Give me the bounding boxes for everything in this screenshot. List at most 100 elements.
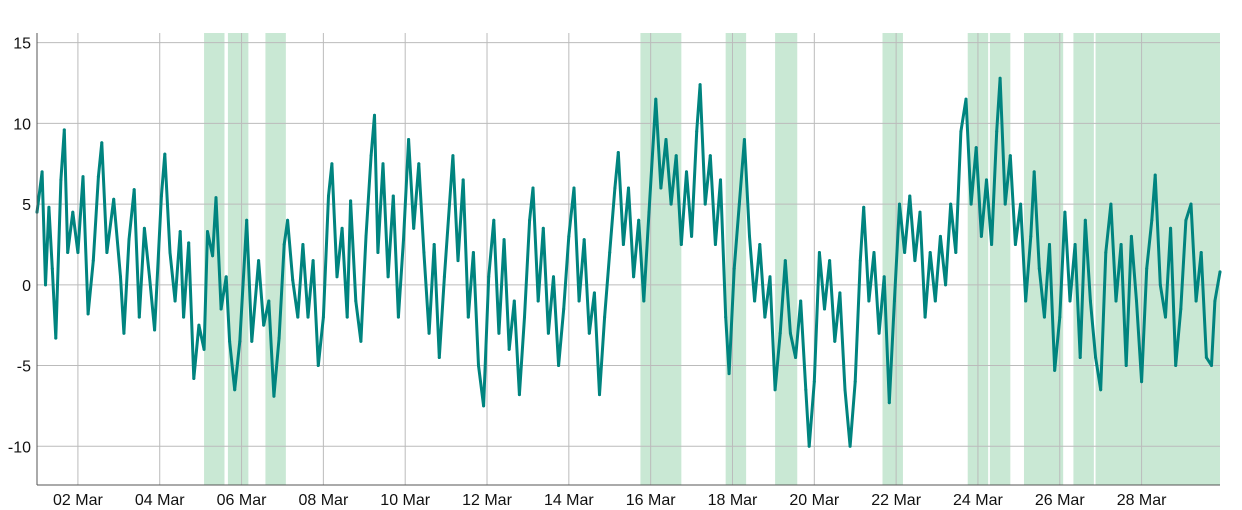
- data-point: [577, 299, 581, 303]
- data-point: [54, 336, 58, 340]
- data-point: [178, 230, 182, 234]
- data-point: [257, 259, 261, 263]
- data-point: [1134, 299, 1138, 303]
- data-point: [1184, 218, 1188, 222]
- data-point: [267, 299, 271, 303]
- data-point: [1048, 242, 1052, 246]
- data-point: [587, 331, 591, 335]
- data-point: [684, 170, 688, 174]
- data-point: [903, 251, 907, 255]
- series-line: [35, 76, 1222, 448]
- data-point: [613, 186, 617, 190]
- data-point: [214, 196, 218, 200]
- data-point: [742, 138, 746, 142]
- data-point: [233, 388, 237, 392]
- data-point: [703, 202, 707, 206]
- data-point: [1083, 218, 1087, 222]
- x-tick-label: 16 Mar: [626, 492, 676, 509]
- data-point: [487, 275, 491, 279]
- data-point: [778, 331, 782, 335]
- data-point: [867, 299, 871, 303]
- data-point: [833, 339, 837, 343]
- data-point: [1104, 251, 1108, 255]
- data-point: [476, 364, 480, 368]
- data-point: [373, 113, 377, 117]
- data-point: [708, 154, 712, 158]
- data-point: [122, 331, 126, 335]
- data-point: [1019, 202, 1023, 206]
- data-point: [369, 154, 373, 158]
- data-point: [296, 315, 300, 319]
- data-point: [858, 259, 862, 263]
- data-point: [1114, 299, 1118, 303]
- data-point: [528, 218, 532, 222]
- data-point: [62, 128, 66, 132]
- data-point: [984, 178, 988, 182]
- data-point: [923, 315, 927, 319]
- data-point: [732, 267, 736, 271]
- data-point: [674, 154, 678, 158]
- data-point: [202, 347, 206, 351]
- data-point: [913, 259, 917, 263]
- data-point: [50, 267, 54, 271]
- data-point: [944, 283, 948, 287]
- data-point: [391, 194, 395, 198]
- y-tick-label: 15: [13, 36, 31, 53]
- data-point: [592, 291, 596, 295]
- data-point: [647, 210, 651, 214]
- data-point: [497, 331, 501, 335]
- data-point: [364, 234, 368, 238]
- data-point: [1063, 210, 1067, 214]
- data-point: [153, 328, 157, 332]
- data-point: [40, 170, 44, 174]
- data-point: [282, 242, 286, 246]
- data-point: [823, 307, 827, 311]
- data-point: [163, 152, 167, 156]
- data-point: [627, 186, 630, 190]
- data-point: [1129, 234, 1133, 238]
- data-point: [250, 339, 254, 343]
- data-point: [892, 299, 896, 303]
- series-layer: [35, 76, 1222, 448]
- data-point: [807, 444, 811, 448]
- data-point: [908, 194, 912, 198]
- data-point: [546, 331, 550, 335]
- data-point: [245, 218, 249, 222]
- data-point: [812, 380, 816, 384]
- x-tick-labels: 02 Mar 04 Mar 06 Mar 08 Mar 10 Mar 12 Mar 14 M…: [53, 492, 1167, 509]
- data-point: [359, 339, 363, 343]
- x-tick-label: 28 Mar: [1117, 492, 1167, 509]
- x-tick-label: 22 Mar: [871, 492, 921, 509]
- data-point: [1109, 202, 1113, 206]
- data-point: [86, 312, 90, 316]
- data-point: [451, 154, 455, 158]
- data-point: [1218, 270, 1222, 274]
- data-point: [695, 129, 699, 133]
- data-point: [562, 307, 566, 311]
- data-point: [1153, 173, 1157, 177]
- data-point: [205, 230, 209, 234]
- data-point: [949, 202, 953, 206]
- data-point: [417, 162, 421, 166]
- data-point: [119, 275, 123, 279]
- data-point: [1078, 355, 1082, 359]
- data-point: [47, 205, 51, 209]
- data-point: [340, 226, 344, 230]
- data-point: [492, 218, 496, 222]
- data-point: [137, 315, 141, 319]
- data-point: [748, 234, 752, 238]
- data-point: [1024, 299, 1028, 303]
- data-point: [228, 339, 232, 343]
- data-point: [1169, 226, 1173, 230]
- data-point: [1119, 242, 1123, 246]
- data-point: [224, 275, 228, 279]
- data-point: [804, 388, 808, 392]
- data-point: [541, 226, 545, 230]
- data-point: [1204, 355, 1208, 359]
- data-point: [59, 178, 63, 182]
- data-point: [44, 283, 48, 287]
- data-point: [664, 138, 668, 142]
- data-point: [386, 275, 390, 279]
- y-tick-label: 10: [13, 116, 31, 133]
- data-point: [291, 278, 295, 282]
